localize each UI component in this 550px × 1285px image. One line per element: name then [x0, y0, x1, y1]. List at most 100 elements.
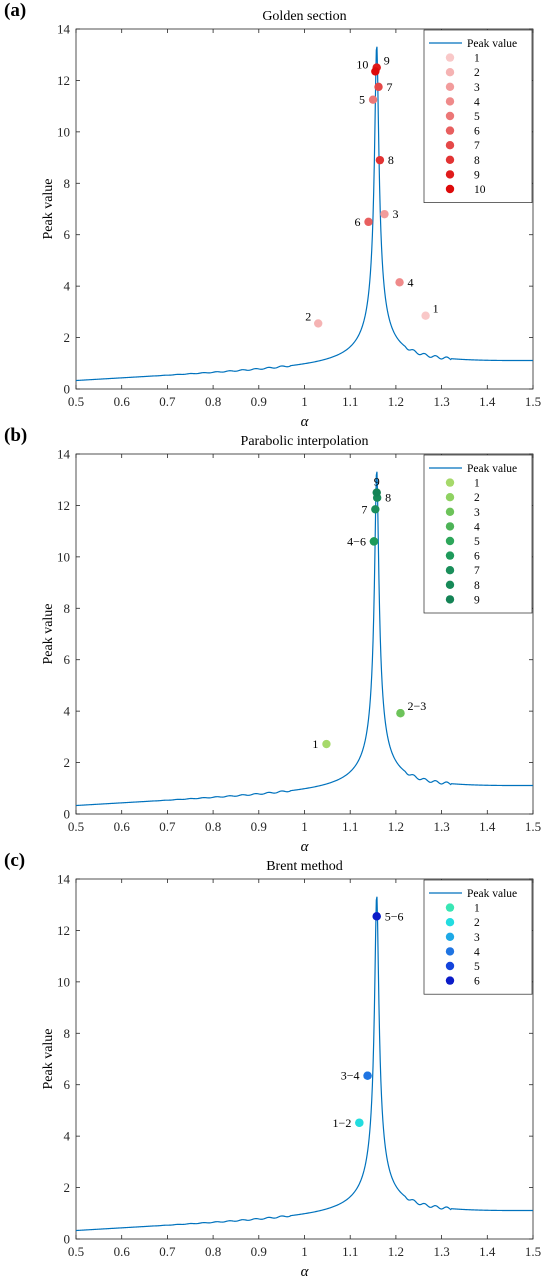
- x-tick-label: 1: [301, 1244, 308, 1259]
- legend-marker: [445, 566, 455, 575]
- data-label: 3: [392, 207, 398, 221]
- y-tick-label: 4: [64, 279, 71, 294]
- legend-marker: [445, 932, 455, 941]
- data-label: 1: [433, 302, 439, 316]
- data-label: 3−4: [341, 1069, 360, 1083]
- y-tick-label: 14: [57, 872, 71, 887]
- legend-label: 10: [474, 184, 486, 196]
- legend-marker: [445, 580, 455, 589]
- data-point: [363, 1071, 372, 1080]
- x-tick-label: 0.6: [114, 1244, 131, 1259]
- data-point: [396, 709, 405, 718]
- x-tick-label: 1.3: [433, 1244, 449, 1259]
- y-tick-label: 0: [64, 382, 71, 397]
- data-point: [395, 278, 404, 287]
- legend-marker: [445, 184, 455, 194]
- panel-letter-c: (c): [4, 850, 26, 871]
- legend-marker: [445, 595, 455, 604]
- legend-label: 2: [474, 492, 480, 504]
- y-tick-label: 6: [64, 227, 71, 242]
- y-tick-label: 10: [57, 974, 70, 989]
- y-tick-label: 0: [64, 1232, 71, 1247]
- legend-box: [423, 29, 533, 203]
- x-tick-label: 1.2: [388, 1244, 404, 1259]
- x-tick-label: 0.5: [68, 394, 84, 409]
- data-label: 1: [312, 737, 318, 751]
- data-label: 9: [374, 475, 380, 489]
- x-tick-label: 1.1: [342, 819, 358, 834]
- x-tick-label: 1.2: [388, 394, 404, 409]
- y-tick-label: 12: [57, 923, 70, 938]
- x-tick-label: 0.9: [251, 1244, 267, 1259]
- x-axis-label: α: [301, 414, 310, 428]
- legend-label: 2: [474, 917, 480, 929]
- y-tick-label: 2: [64, 1180, 71, 1195]
- x-tick-label: 0.7: [159, 1244, 176, 1259]
- x-tick-label: 1: [301, 394, 308, 409]
- data-label: 2: [305, 309, 311, 323]
- legend-label: 8: [474, 155, 480, 167]
- y-tick-label: 14: [57, 447, 71, 462]
- y-tick-label: 2: [64, 330, 71, 345]
- legend-label: 3: [474, 82, 480, 94]
- data-label: 10: [356, 57, 368, 71]
- legend-label: 7: [474, 565, 480, 577]
- x-tick-label: 1.1: [342, 394, 358, 409]
- x-tick-label: 0.8: [205, 394, 221, 409]
- chart-title: Parabolic interpolation: [241, 434, 369, 449]
- legend-label: Peak value: [467, 38, 517, 50]
- x-tick-label: 1.4: [479, 394, 496, 409]
- legend-marker: [445, 507, 455, 516]
- x-tick-label: 1.4: [479, 1244, 496, 1259]
- x-tick-label: 1.1: [342, 1244, 358, 1259]
- legend-marker: [445, 976, 455, 985]
- legend-marker: [445, 536, 455, 546]
- y-tick-label: 12: [57, 498, 70, 513]
- data-label: 5−6: [385, 909, 404, 923]
- data-label: 8: [385, 491, 391, 505]
- chart-title: Golden section: [262, 9, 346, 24]
- x-tick-label: 0.9: [251, 394, 267, 409]
- y-tick-label: 10: [57, 124, 70, 139]
- x-axis-label: α: [301, 839, 310, 853]
- y-tick-label: 4: [64, 1129, 71, 1144]
- data-label: 5: [359, 93, 365, 107]
- data-label: 6: [354, 215, 360, 229]
- panel-letter-a: (a): [4, 0, 27, 21]
- data-point: [371, 67, 380, 76]
- legend-label: 1: [474, 53, 480, 65]
- y-tick-label: 10: [57, 549, 70, 564]
- y-tick-label: 0: [64, 807, 71, 822]
- legend-label: 3: [474, 507, 480, 519]
- legend-label: 4: [474, 946, 480, 958]
- legend-label: 1: [474, 478, 480, 490]
- legend-label: 3: [474, 932, 480, 944]
- x-tick-label: 1.3: [433, 394, 449, 409]
- data-point: [364, 217, 373, 227]
- legend-marker: [445, 111, 455, 121]
- chart-a: 0.5 0.6 0.7 0.8 0.9 1 1.1 1.2 1.3 1.4 1.5024681012…: [41, 9, 541, 428]
- data-point: [375, 155, 385, 165]
- legend-marker: [445, 478, 455, 487]
- legend-marker: [445, 155, 455, 164]
- data-point: [380, 209, 389, 219]
- data-label: 9: [384, 54, 390, 68]
- data-label: 7: [361, 502, 367, 516]
- legend-marker: [445, 170, 455, 179]
- legend-box: [423, 454, 533, 614]
- legend-label: 8: [474, 580, 480, 592]
- x-tick-label: 0.6: [114, 394, 131, 409]
- peak-value-curve: [75, 896, 533, 1232]
- data-point: [355, 1118, 364, 1127]
- data-label: 7: [387, 80, 393, 94]
- legend-marker: [445, 522, 455, 531]
- legend-marker: [445, 53, 455, 62]
- data-label: 2−3: [407, 699, 426, 713]
- y-tick-label: 2: [64, 755, 71, 770]
- x-tick-label: 1.5: [525, 394, 541, 409]
- legend-marker: [445, 97, 455, 106]
- y-tick-label: 8: [64, 601, 71, 616]
- legend-box: [423, 879, 533, 995]
- data-label: 8: [388, 153, 394, 167]
- y-tick-label: 14: [57, 22, 71, 37]
